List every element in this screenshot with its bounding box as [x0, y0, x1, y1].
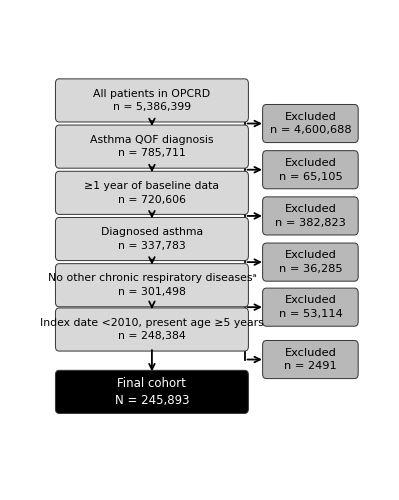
FancyBboxPatch shape	[263, 104, 358, 142]
FancyBboxPatch shape	[55, 172, 249, 214]
Text: Excluded
n = 382,823: Excluded n = 382,823	[275, 204, 346, 228]
Text: Excluded
n = 36,285: Excluded n = 36,285	[279, 250, 342, 274]
Text: Excluded
n = 2491: Excluded n = 2491	[284, 348, 337, 372]
Text: Excluded
n = 53,114: Excluded n = 53,114	[279, 296, 342, 319]
Text: Excluded
n = 4,600,688: Excluded n = 4,600,688	[270, 112, 351, 136]
FancyBboxPatch shape	[263, 288, 358, 326]
FancyBboxPatch shape	[55, 308, 249, 351]
FancyBboxPatch shape	[55, 370, 249, 414]
Text: ≥1 year of baseline data
n = 720,606: ≥1 year of baseline data n = 720,606	[85, 181, 219, 204]
FancyBboxPatch shape	[263, 197, 358, 235]
FancyBboxPatch shape	[55, 125, 249, 168]
Text: Excluded
n = 65,105: Excluded n = 65,105	[279, 158, 342, 182]
FancyBboxPatch shape	[55, 79, 249, 122]
FancyBboxPatch shape	[55, 264, 249, 307]
FancyBboxPatch shape	[263, 243, 358, 281]
Text: All patients in OPCRD
n = 5,386,399: All patients in OPCRD n = 5,386,399	[93, 88, 211, 112]
Text: Diagnosed asthma
n = 337,783: Diagnosed asthma n = 337,783	[101, 227, 203, 251]
Text: No other chronic respiratory diseasesᵃ
n = 301,498: No other chronic respiratory diseasesᵃ n…	[47, 274, 256, 297]
Text: Final cohort
N = 245,893: Final cohort N = 245,893	[115, 376, 189, 407]
Text: Asthma QOF diagnosis
n = 785,711: Asthma QOF diagnosis n = 785,711	[90, 135, 214, 158]
Text: Index date <2010, present age ≥5 years
n = 248,384: Index date <2010, present age ≥5 years n…	[40, 318, 264, 342]
FancyBboxPatch shape	[263, 340, 358, 378]
FancyBboxPatch shape	[263, 150, 358, 189]
FancyBboxPatch shape	[55, 218, 249, 260]
